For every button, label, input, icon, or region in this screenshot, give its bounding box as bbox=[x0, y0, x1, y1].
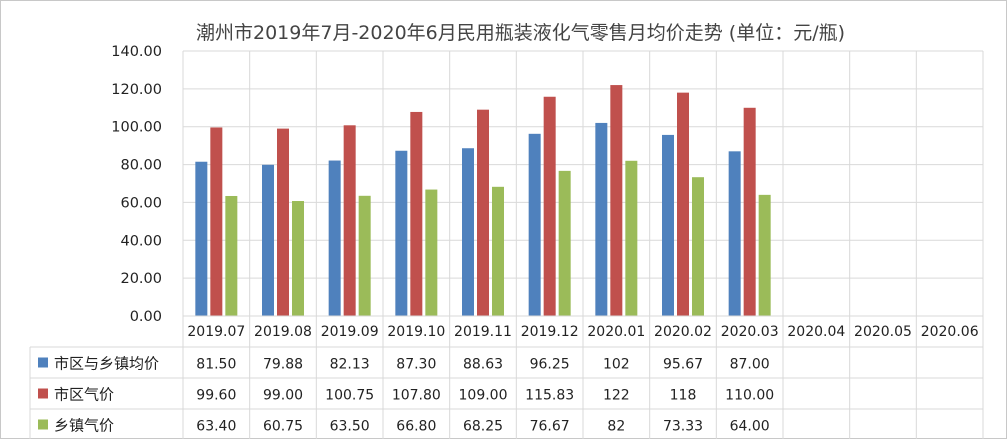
bar bbox=[395, 150, 408, 316]
x-tick-label: 2019.08 bbox=[254, 324, 312, 340]
x-tick-label: 2019.12 bbox=[521, 324, 579, 340]
bar bbox=[225, 195, 238, 316]
bar bbox=[210, 127, 223, 316]
bar bbox=[743, 107, 756, 317]
bar bbox=[410, 111, 423, 316]
bar bbox=[277, 128, 289, 316]
bar bbox=[528, 133, 541, 316]
bar bbox=[358, 195, 371, 316]
legend-swatch bbox=[38, 419, 48, 430]
x-tick-label: 2020.05 bbox=[854, 324, 912, 340]
bar bbox=[262, 164, 274, 316]
bar bbox=[558, 170, 571, 316]
bar bbox=[195, 161, 208, 316]
data-table-cell: 87.30 bbox=[396, 357, 436, 373]
y-tick-label: 80.00 bbox=[120, 158, 162, 174]
legend-swatch bbox=[38, 357, 48, 368]
bar bbox=[462, 148, 474, 316]
bar bbox=[292, 201, 304, 316]
data-table-cell: 95.67 bbox=[663, 357, 703, 373]
data-table-cell: 110.00 bbox=[725, 388, 774, 404]
bar bbox=[610, 85, 623, 316]
data-table-cell: 100.75 bbox=[325, 388, 374, 404]
bar bbox=[677, 92, 689, 317]
data-table-cell: 76.67 bbox=[530, 419, 570, 435]
data-table-cell: 63.40 bbox=[196, 419, 236, 435]
bar bbox=[728, 151, 741, 316]
y-tick-label: 60.00 bbox=[120, 195, 162, 211]
bar bbox=[758, 194, 771, 316]
data-table-cell: 99.00 bbox=[263, 388, 303, 404]
x-tick-label: 2020.06 bbox=[921, 324, 979, 340]
chart-title: 潮州市2019年7月-2020年6月民用瓶装液化气零售月均价走势 (单位：元/瓶… bbox=[196, 22, 846, 44]
data-table-cell: 115.83 bbox=[525, 388, 574, 404]
x-tick-label: 2020.02 bbox=[654, 324, 712, 340]
data-table-cell: 66.80 bbox=[396, 419, 436, 435]
x-tick-label: 2019.11 bbox=[454, 324, 512, 340]
y-tick-label: 100.00 bbox=[111, 120, 162, 136]
data-table-cell: 79.88 bbox=[263, 357, 303, 373]
bar bbox=[492, 186, 504, 316]
data-table-cell: 109.00 bbox=[459, 388, 508, 404]
bar bbox=[328, 160, 341, 316]
legend-label: 市区气价 bbox=[54, 386, 114, 404]
bar bbox=[662, 134, 674, 316]
x-tick-label: 2020.04 bbox=[787, 324, 845, 340]
bar bbox=[692, 177, 704, 316]
data-table-cell: 73.33 bbox=[663, 419, 703, 435]
y-tick-label: 40.00 bbox=[120, 233, 162, 249]
x-tick-label: 2020.01 bbox=[587, 324, 645, 340]
bar bbox=[343, 125, 356, 316]
bar bbox=[543, 96, 556, 316]
legend-swatch bbox=[38, 388, 48, 399]
x-tick-label: 2020.03 bbox=[721, 324, 779, 340]
data-table-cell: 81.50 bbox=[196, 357, 236, 373]
data-table-cell: 60.75 bbox=[263, 419, 303, 435]
y-tick-label: 120.00 bbox=[111, 82, 162, 98]
bar bbox=[425, 189, 438, 316]
data-table-cell: 107.80 bbox=[392, 388, 441, 404]
data-table-cell: 88.63 bbox=[463, 357, 503, 373]
data-table-cell: 122 bbox=[603, 388, 630, 404]
data-table-cell: 82 bbox=[607, 419, 625, 435]
data-table-cell: 64.00 bbox=[730, 419, 770, 435]
bar bbox=[625, 160, 638, 316]
y-tick-label: 0.00 bbox=[130, 309, 162, 325]
data-table-cell: 68.25 bbox=[463, 419, 503, 435]
data-table-cell: 82.13 bbox=[330, 357, 370, 373]
data-table-cell: 118 bbox=[670, 388, 697, 404]
data-table-cell: 87.00 bbox=[730, 357, 770, 373]
data-table-cell: 99.60 bbox=[196, 388, 236, 404]
x-tick-label: 2019.07 bbox=[187, 324, 245, 340]
x-tick-label: 2019.09 bbox=[321, 324, 379, 340]
legend-label: 乡镇气价 bbox=[54, 417, 114, 435]
y-tick-label: 20.00 bbox=[120, 271, 162, 287]
legend-label: 市区与乡镇均价 bbox=[54, 355, 159, 373]
x-tick-label: 2019.10 bbox=[387, 324, 445, 340]
y-tick-label: 140.00 bbox=[111, 44, 162, 60]
bar bbox=[477, 109, 489, 316]
bar bbox=[595, 122, 608, 316]
data-table-cell: 63.50 bbox=[330, 419, 370, 435]
data-table-cell: 96.25 bbox=[530, 357, 570, 373]
data-table-cell: 102 bbox=[603, 357, 630, 373]
